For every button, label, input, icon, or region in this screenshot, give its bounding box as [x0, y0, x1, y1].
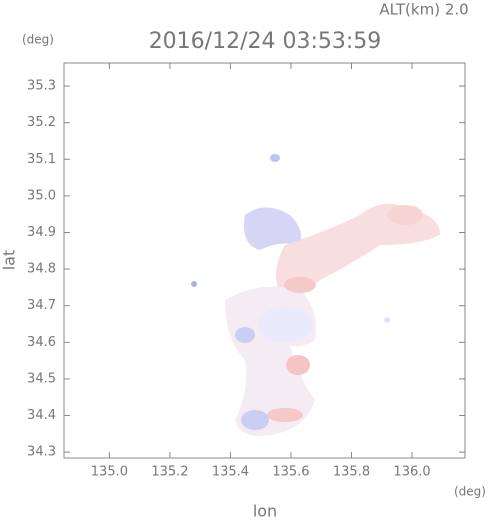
y-tick-label: 34.7: [27, 298, 56, 313]
y-unit: (deg): [22, 33, 54, 47]
y-tick-label: 34.3: [27, 445, 56, 460]
y-tick-label: 35.1: [27, 152, 56, 167]
x-tick-label: 135.8: [333, 465, 370, 480]
y-tick-label: 34.6: [27, 335, 56, 350]
y-tick-label: 35.0: [27, 188, 56, 203]
y-tick-label: 34.9: [27, 225, 56, 240]
echo-field: [191, 154, 440, 436]
x-label: lon: [253, 502, 277, 521]
x-tick-label: 135.0: [91, 465, 128, 480]
y-label: lat: [0, 250, 19, 271]
y-tick-label: 34.5: [27, 371, 56, 386]
chart-title: 2016/12/24 03:53:59: [149, 29, 382, 54]
y-tick-label: 34.4: [27, 408, 56, 423]
x-tick-label: 135.6: [272, 465, 309, 480]
y-tick-label: 35.3: [27, 79, 56, 94]
x-tick-label: 135.2: [151, 465, 188, 480]
x-tick-label: 135.4: [212, 465, 249, 480]
plot-frame: [63, 62, 466, 459]
y-tick-label: 34.8: [27, 262, 56, 277]
x-unit: (deg): [454, 485, 486, 499]
x-tick-label: 136.0: [393, 465, 430, 480]
y-tick-label: 35.2: [27, 115, 56, 130]
altitude: ALT(km) 2.0: [379, 1, 468, 19]
